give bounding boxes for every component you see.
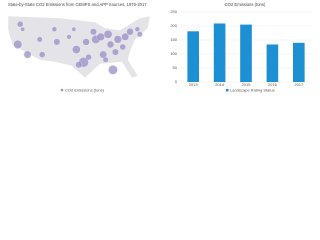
y-tick-label: 100 [170, 51, 177, 56]
bubble [103, 30, 113, 39]
bubble [39, 51, 46, 58]
bubble [96, 32, 105, 41]
bubble [119, 43, 126, 51]
y-tick-label: 50 [173, 65, 178, 70]
bar [187, 31, 200, 82]
legend-swatch [60, 88, 64, 92]
bar [266, 44, 279, 82]
bubble [66, 34, 72, 40]
bubble [106, 40, 115, 49]
y-tick-label: 200 [170, 23, 177, 28]
bubble [20, 26, 25, 32]
bubble [75, 61, 83, 69]
x-tick-label: 2015 [242, 82, 252, 87]
bubble [36, 36, 43, 43]
y-tick-label: 150 [170, 37, 177, 42]
bar [213, 23, 226, 82]
bubble [111, 48, 119, 56]
x-tick-label: 2013 [189, 82, 199, 87]
bubble [51, 26, 57, 32]
bubble [82, 38, 90, 46]
bubble [113, 35, 122, 44]
bubble [136, 31, 143, 38]
x-tick-label: 2016 [268, 82, 278, 87]
dashboard: State-by-State CO2 Emissions from CEMPS … [0, 0, 320, 96]
bar [240, 24, 252, 83]
bubble [53, 38, 61, 46]
bubble [23, 50, 32, 59]
bubble [134, 26, 140, 32]
legend-label: Landscape Rating Status [230, 87, 275, 92]
y-tick-label: 250 [170, 9, 177, 14]
y-tick-label: 0 [175, 79, 178, 84]
x-tick-label: 2017 [294, 82, 304, 87]
bubble [72, 45, 81, 54]
bubble [90, 28, 97, 36]
x-tick-label: 2014 [215, 82, 225, 87]
map-title: State-by-State CO2 Emissions from CEMPS … [8, 2, 147, 7]
bubble [126, 28, 134, 36]
bubble [85, 53, 92, 61]
bar-title: CO2 Emissions (tons) [225, 2, 266, 7]
bubble [17, 20, 24, 28]
legend-swatch [226, 89, 229, 92]
legend-label: CO2 Emissions (tons) [65, 87, 105, 92]
bar [292, 42, 305, 82]
bubble [108, 65, 118, 75]
bubble [121, 33, 129, 41]
bubble [102, 56, 109, 63]
bubble [13, 40, 23, 49]
bubble [71, 26, 77, 32]
